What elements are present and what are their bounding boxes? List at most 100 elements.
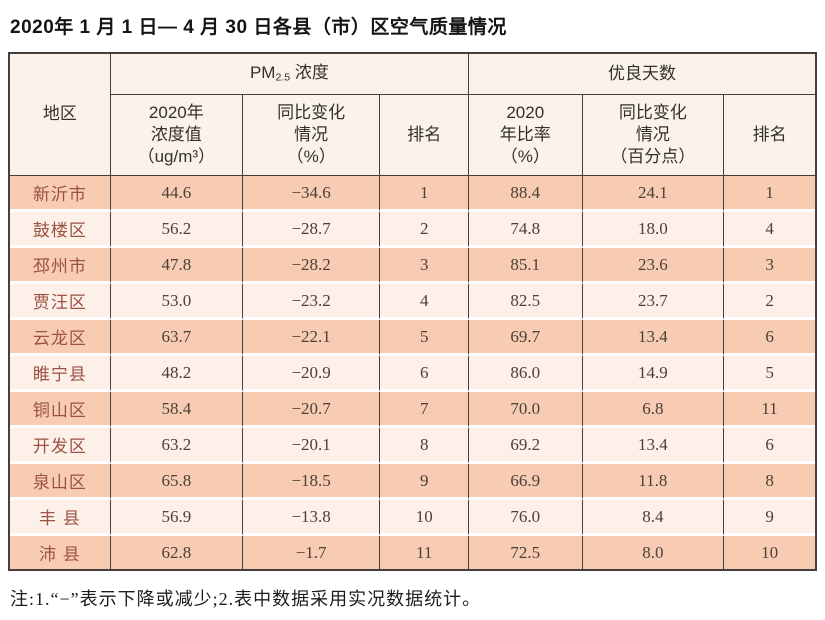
pm-rank-cell: 4 bbox=[379, 284, 469, 320]
good-ratio-cell: 70.0 bbox=[468, 392, 582, 428]
pm-change-cell: −18.5 bbox=[241, 464, 380, 500]
good-change-cell: 8.4 bbox=[581, 500, 724, 536]
column-header-pm-rank: 排名 bbox=[379, 95, 469, 176]
header-sub-row: 2020年 浓度值 （ug/m³） 同比变化 情况 （%） 排名 2020 年比… bbox=[10, 95, 815, 176]
table-row: 新沂市 44.6 −34.6 1 88.4 24.1 1 bbox=[10, 176, 815, 212]
table-row: 邳州市 47.8 −28.2 3 85.1 23.6 3 bbox=[10, 248, 815, 284]
page-title: 2020年 1 月 1 日— 4 月 30 日各县（市）区空气质量情况 bbox=[10, 17, 507, 38]
good-change-cell: 24.1 bbox=[581, 176, 724, 212]
good-change-cell: 23.7 bbox=[581, 284, 724, 320]
pm-value-cell: 47.8 bbox=[109, 248, 242, 284]
table-row: 沛 县 62.8 −1.7 11 72.5 8.0 10 bbox=[10, 536, 815, 569]
pm-rank-cell: 7 bbox=[379, 392, 469, 428]
pm-change-cell: −1.7 bbox=[241, 536, 380, 569]
column-group-pm25: PM2.5 浓度 bbox=[109, 54, 469, 95]
pm-value-cell: 63.2 bbox=[109, 428, 242, 464]
pm-rank-cell: 2 bbox=[379, 212, 469, 248]
pm-value-cell: 53.0 bbox=[109, 284, 242, 320]
pm-rank-cell: 3 bbox=[379, 248, 469, 284]
pm-value-cell: 56.2 bbox=[109, 212, 242, 248]
table-row: 睢宁县 48.2 −20.9 6 86.0 14.9 5 bbox=[10, 356, 815, 392]
pm-rank-cell: 6 bbox=[379, 356, 469, 392]
column-header-region: 地区 bbox=[10, 54, 110, 176]
good-ratio-cell: 76.0 bbox=[468, 500, 582, 536]
pm-change-cell: −20.7 bbox=[241, 392, 380, 428]
region-cell: 铜山区 bbox=[10, 392, 110, 428]
good-rank-cell: 5 bbox=[723, 356, 815, 392]
column-header-good-ratio: 2020 年比率 （%） bbox=[468, 95, 582, 176]
air-quality-table: 地区 PM2.5 浓度 优良天数 2020年 浓度值 （ug/m³） 同比变化 … bbox=[8, 52, 817, 571]
good-rank-cell: 10 bbox=[723, 536, 815, 569]
table-row: 铜山区 58.4 −20.7 7 70.0 6.8 11 bbox=[10, 392, 815, 428]
footnote: 注:1.“−”表示下降或减少;2.表中数据采用实况数据统计。 bbox=[10, 589, 482, 609]
pm-change-cell: −13.8 bbox=[241, 500, 380, 536]
good-ratio-cell: 88.4 bbox=[468, 176, 582, 212]
good-rank-cell: 6 bbox=[723, 428, 815, 464]
good-change-cell: 23.6 bbox=[581, 248, 724, 284]
pm-rank-cell: 5 bbox=[379, 320, 469, 356]
good-ratio-cell: 74.8 bbox=[468, 212, 582, 248]
pm25-label-subscript: 2.5 bbox=[275, 71, 291, 84]
pm-change-cell: −23.2 bbox=[241, 284, 380, 320]
table-row: 云龙区 63.7 −22.1 5 69.7 13.4 6 bbox=[10, 320, 815, 356]
good-rank-cell: 3 bbox=[723, 248, 815, 284]
table-row: 丰 县 56.9 −13.8 10 76.0 8.4 9 bbox=[10, 500, 815, 536]
table-row: 开发区 63.2 −20.1 8 69.2 13.4 6 bbox=[10, 428, 815, 464]
pm25-label-suffix: 浓度 bbox=[290, 63, 329, 83]
pm25-label-prefix: PM bbox=[249, 63, 276, 83]
good-ratio-cell: 82.5 bbox=[468, 284, 582, 320]
pm-value-cell: 63.7 bbox=[109, 320, 242, 356]
good-rank-cell: 8 bbox=[723, 464, 815, 500]
good-rank-cell: 4 bbox=[723, 212, 815, 248]
good-rank-cell: 9 bbox=[723, 500, 815, 536]
good-change-cell: 13.4 bbox=[581, 428, 724, 464]
good-ratio-cell: 86.0 bbox=[468, 356, 582, 392]
good-rank-cell: 2 bbox=[723, 284, 815, 320]
column-group-good-days: 优良天数 bbox=[468, 54, 815, 95]
good-change-cell: 18.0 bbox=[581, 212, 724, 248]
region-cell: 贾汪区 bbox=[10, 284, 110, 320]
column-header-good-change: 同比变化 情况 （百分点） bbox=[581, 95, 724, 176]
good-change-cell: 11.8 bbox=[581, 464, 724, 500]
pm-value-cell: 62.8 bbox=[109, 536, 242, 569]
pm-value-cell: 65.8 bbox=[109, 464, 242, 500]
table-row: 泉山区 65.8 −18.5 9 66.9 11.8 8 bbox=[10, 464, 815, 500]
pm-value-cell: 56.9 bbox=[109, 500, 242, 536]
good-rank-cell: 1 bbox=[723, 176, 815, 212]
good-change-cell: 8.0 bbox=[581, 536, 724, 569]
pm-change-cell: −28.7 bbox=[241, 212, 380, 248]
table-row: 贾汪区 53.0 −23.2 4 82.5 23.7 2 bbox=[10, 284, 815, 320]
pm-rank-cell: 8 bbox=[379, 428, 469, 464]
header-group-row: 地区 PM2.5 浓度 优良天数 bbox=[10, 54, 815, 176]
pm-change-cell: −28.2 bbox=[241, 248, 380, 284]
table-row: 鼓楼区 56.2 −28.7 2 74.8 18.0 4 bbox=[10, 212, 815, 248]
good-rank-cell: 11 bbox=[723, 392, 815, 428]
region-cell: 鼓楼区 bbox=[10, 212, 110, 248]
pm-rank-cell: 10 bbox=[379, 500, 469, 536]
good-change-cell: 14.9 bbox=[581, 356, 724, 392]
region-cell: 新沂市 bbox=[10, 176, 110, 212]
pm-rank-cell: 11 bbox=[379, 536, 469, 569]
good-ratio-cell: 69.7 bbox=[468, 320, 582, 356]
column-header-pm-change: 同比变化 情况 （%） bbox=[241, 95, 380, 176]
good-rank-cell: 6 bbox=[723, 320, 815, 356]
region-cell: 云龙区 bbox=[10, 320, 110, 356]
region-cell: 沛 县 bbox=[10, 536, 110, 569]
pm-change-cell: −20.1 bbox=[241, 428, 380, 464]
table-body: 新沂市 44.6 −34.6 1 88.4 24.1 1 鼓楼区 56.2 −2… bbox=[10, 176, 815, 569]
column-header-good-rank: 排名 bbox=[723, 95, 815, 176]
pm-change-cell: −22.1 bbox=[241, 320, 380, 356]
good-change-cell: 13.4 bbox=[581, 320, 724, 356]
column-header-pm-value: 2020年 浓度值 （ug/m³） bbox=[109, 95, 242, 176]
pm-rank-cell: 9 bbox=[379, 464, 469, 500]
region-cell: 邳州市 bbox=[10, 248, 110, 284]
good-ratio-cell: 85.1 bbox=[468, 248, 582, 284]
pm-change-cell: −20.9 bbox=[241, 356, 380, 392]
pm-value-cell: 44.6 bbox=[109, 176, 242, 212]
region-cell: 丰 县 bbox=[10, 500, 110, 536]
region-cell: 睢宁县 bbox=[10, 356, 110, 392]
good-ratio-cell: 69.2 bbox=[468, 428, 582, 464]
region-cell: 泉山区 bbox=[10, 464, 110, 500]
table-header: 地区 PM2.5 浓度 优良天数 2020年 浓度值 （ug/m³） 同比变化 … bbox=[10, 54, 815, 176]
